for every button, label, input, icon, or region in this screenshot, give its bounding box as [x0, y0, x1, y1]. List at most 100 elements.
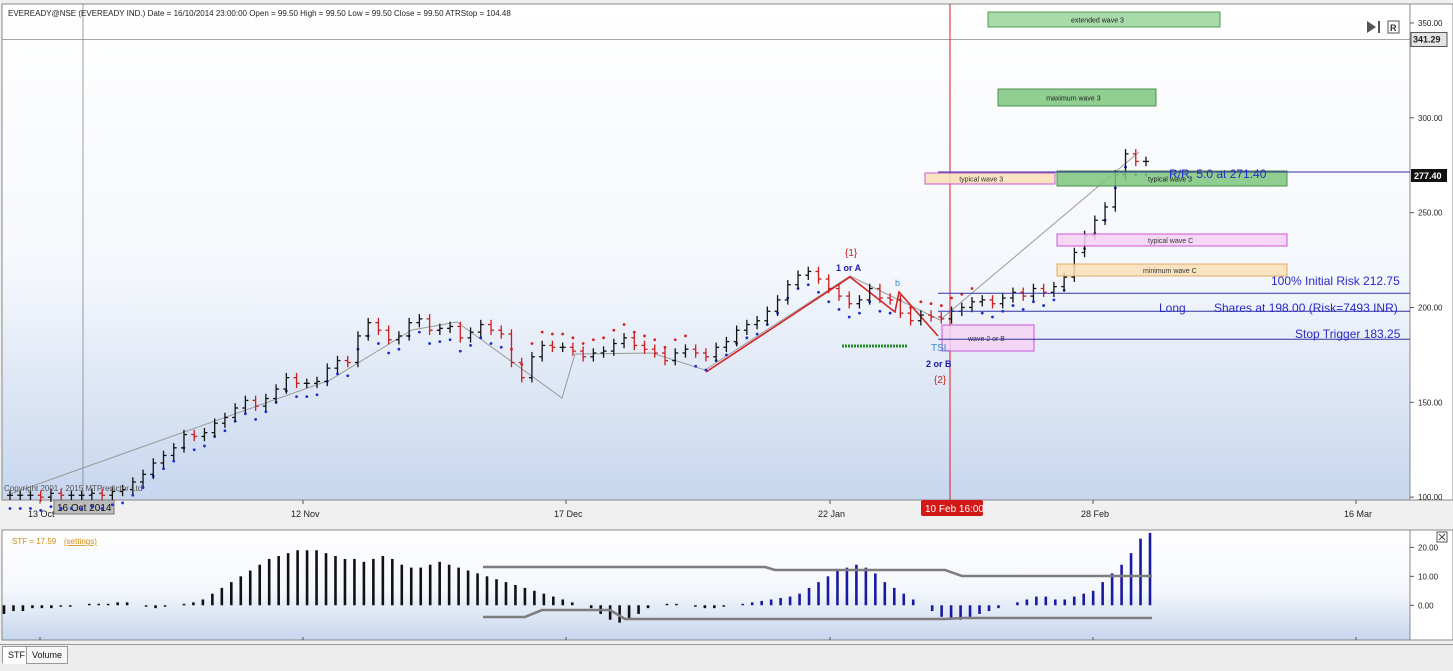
atr-dot [724, 353, 728, 357]
rr-label: R/R: 5.0 at 271.40 [1169, 167, 1267, 181]
atr-dot [1052, 298, 1056, 302]
atr-dot [970, 287, 974, 290]
price-bars [7, 149, 1149, 502]
y-tick-label: 250.00 [1418, 209, 1443, 218]
atr-dot [295, 395, 298, 399]
y-tick-label: 200.00 [1418, 303, 1443, 312]
x-tick-label: 12 Nov [291, 509, 320, 519]
target-typical-wave-3-b [1056, 170, 1288, 187]
x-tick-label: 13 Oct [28, 509, 55, 519]
atr-dot [919, 300, 923, 304]
atr-dot [100, 507, 104, 510]
stf-lower-band [483, 608, 1152, 621]
atr-dot [315, 393, 319, 397]
wave1-top-label: {1} [845, 248, 858, 259]
atr-dot [1032, 300, 1035, 304]
x-tick-label: 28 Feb [1081, 509, 1109, 519]
close-icon-stroke [1438, 533, 1446, 541]
atr-dot [980, 311, 984, 315]
atr-dot [479, 336, 483, 340]
wave2-top-label: 2 or B [926, 359, 952, 369]
atr-dot [817, 290, 820, 294]
atr-dot [530, 342, 534, 345]
atr-dot [80, 507, 84, 510]
atr-dot [203, 444, 206, 448]
atr-dot [131, 493, 135, 497]
cursor-date-box [53, 499, 115, 515]
atr-dot [121, 501, 124, 505]
stf-y-tick-label: 0.00 [1418, 601, 1434, 610]
target-typical-wave-c-label: typical wave C [1148, 238, 1193, 245]
stf-settings-link: (settings) [64, 537, 97, 546]
atr-dot [837, 307, 841, 311]
atr-dot [18, 507, 22, 510]
atr-dot [448, 338, 452, 342]
atr-dot [745, 336, 749, 340]
atr-dot [847, 315, 851, 319]
target-extended-wave-3-label: extended wave 3 [1071, 18, 1124, 25]
target-typical-wave-3-b-label: typical wave 3 [1148, 177, 1192, 184]
atr-dot [858, 311, 861, 315]
copyright-label: Copyright 2001 - 2015 MTPredictor Ltd [4, 484, 142, 493]
wave1-bottom-label: 1 or A [836, 263, 862, 273]
stf-bars [2, 532, 1152, 623]
long-label: Long [1159, 301, 1186, 315]
r-label: R [1390, 23, 1397, 33]
atr-dot [653, 338, 657, 342]
atr-dot [499, 345, 503, 349]
tab-volume[interactable]: Volume [26, 646, 69, 664]
stf-upper-band [483, 565, 1152, 578]
atr-dot [377, 342, 380, 345]
x-tick-label: 22 Jan [818, 509, 845, 519]
atr-stop-dots [8, 165, 1148, 512]
last-price-label: 277.40 [1414, 171, 1442, 181]
atr-dot [551, 332, 554, 336]
y-tick-label: 300.00 [1418, 114, 1443, 123]
atr-dot [305, 395, 309, 399]
atr-dot [59, 507, 63, 510]
atr-dot [755, 332, 759, 336]
atr-dot [469, 344, 472, 347]
target-maximum-wave-3-label: maximum wave 3 [1046, 96, 1101, 103]
atr-dot [438, 340, 442, 344]
high-price-label: 341.29 [1413, 34, 1441, 44]
target-extended-wave-3 [987, 11, 1221, 28]
atr-dot [397, 347, 401, 351]
tsl-label: TSL [931, 343, 950, 354]
atr-dot [602, 336, 605, 340]
atr-dot [243, 412, 247, 416]
target-maximum-wave-3 [997, 88, 1157, 107]
wave-red-line [705, 276, 939, 373]
atr-dot [428, 342, 432, 345]
stf-y-tick-label: 20.00 [1418, 543, 1439, 552]
shares-label: Shares at 198.00 (Risk=7493 INR) [1214, 301, 1398, 315]
y-tick-label: 150.00 [1418, 398, 1443, 407]
wave-b-label: b [895, 278, 900, 288]
atr-dot [888, 311, 892, 315]
atr-dot [622, 323, 626, 326]
target-typical-wave-3-label: typical wave 3 [959, 177, 1003, 184]
atr-dot [694, 364, 698, 368]
stf-indicator-label: STF = 17.59 [12, 537, 57, 546]
atr-dot [571, 336, 575, 340]
atr-dot [939, 304, 943, 307]
target-typical-wave-c [1056, 233, 1288, 247]
atr-dot [643, 334, 646, 338]
atr-dot [612, 328, 616, 332]
target-typical-wave-3 [924, 172, 1056, 185]
stf-pane [1, 529, 1411, 641]
atr-dot [417, 330, 421, 334]
atr-dot [991, 315, 994, 319]
atr-dot [909, 306, 913, 309]
atr-dot [663, 345, 667, 349]
atr-dot [591, 338, 595, 342]
atr-dot [540, 330, 544, 334]
atr-dot [110, 503, 114, 507]
wave2-bottom-label: {2} [934, 375, 947, 386]
atr-dot [49, 505, 53, 509]
atr-dot [704, 368, 708, 372]
target-wave-2-or-b [941, 324, 1035, 352]
x-tick-label: 17 Dec [554, 509, 583, 519]
